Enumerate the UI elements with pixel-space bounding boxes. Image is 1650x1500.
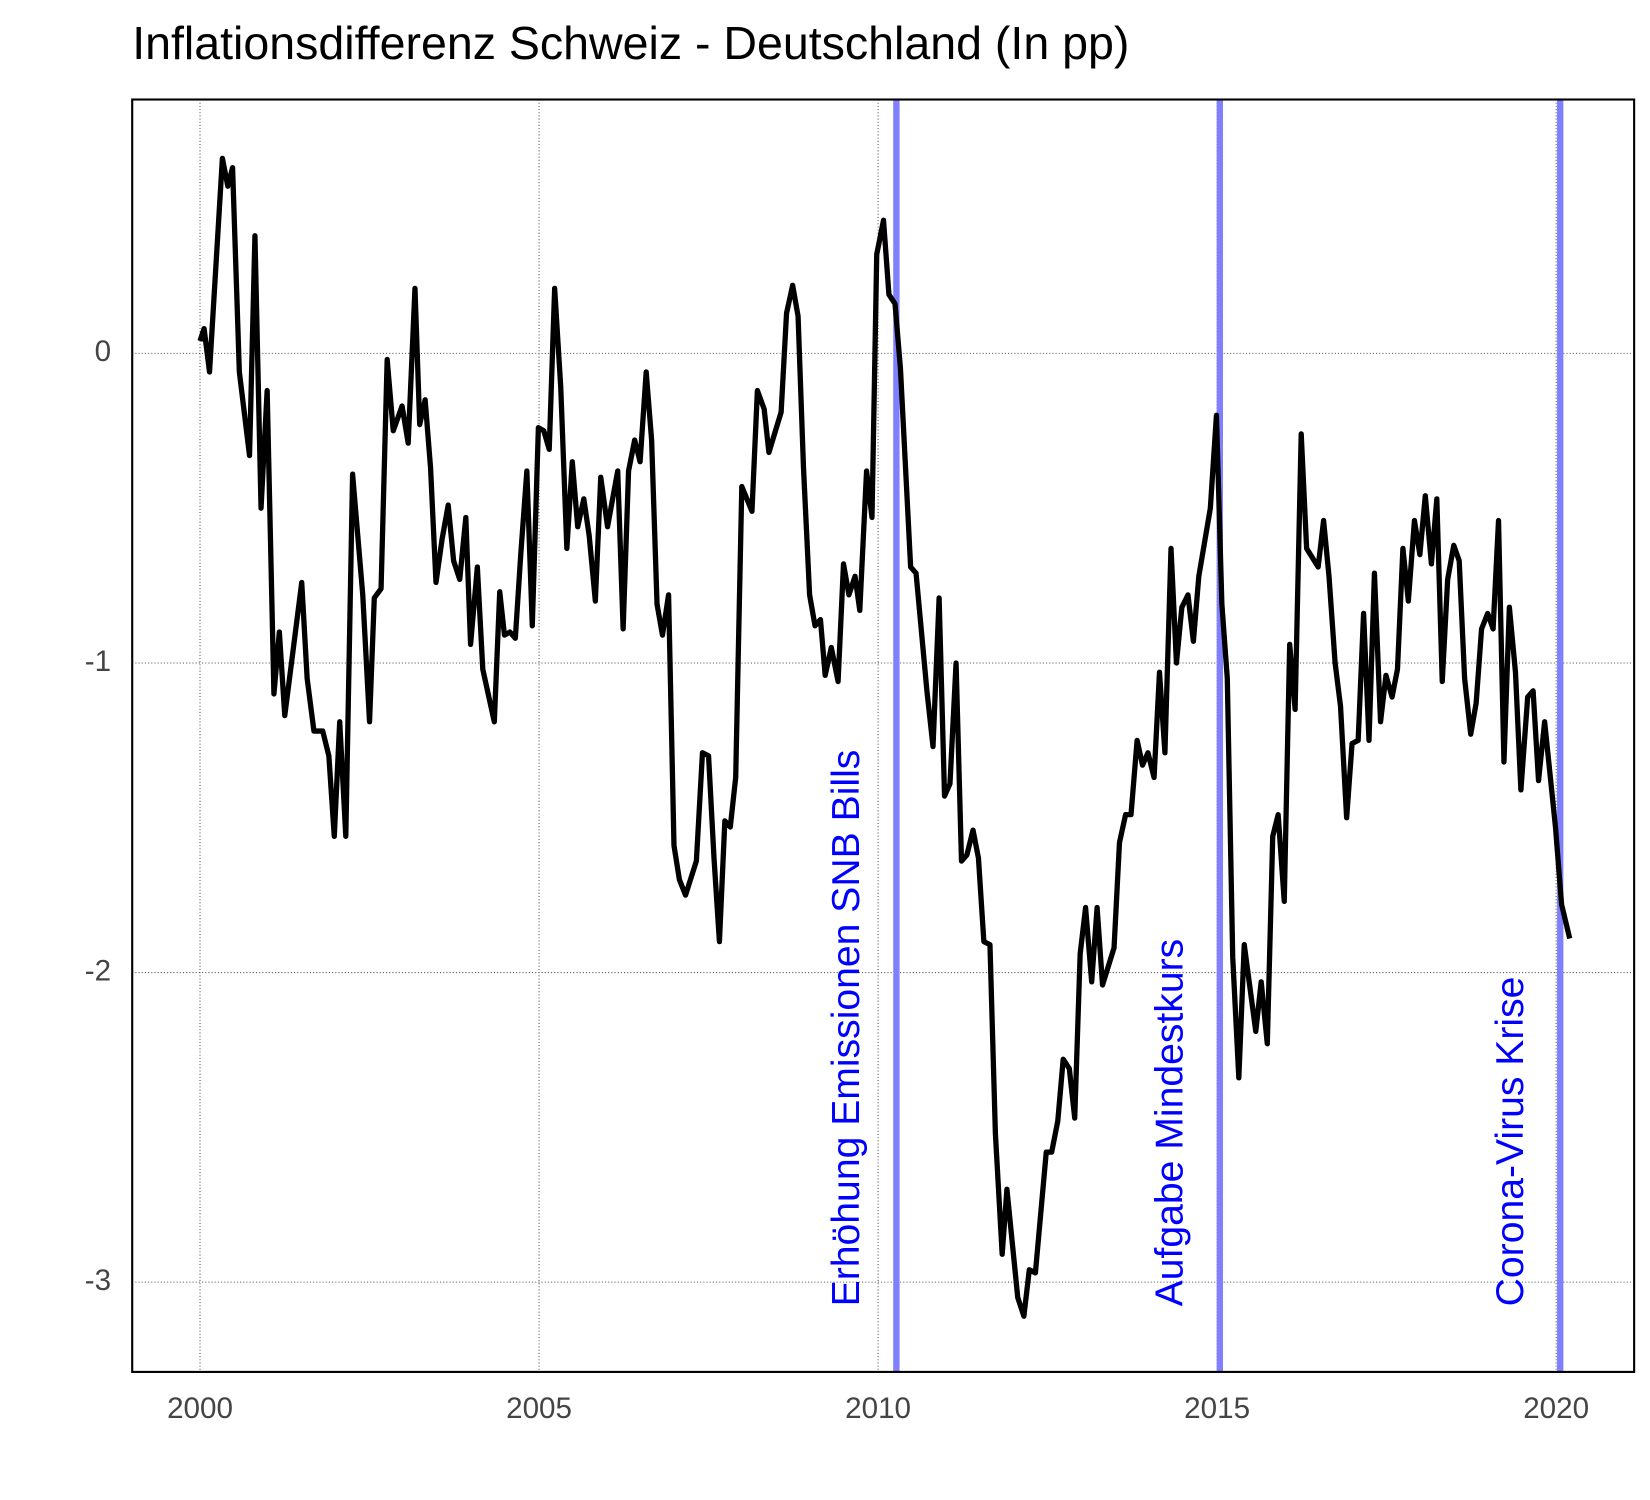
plot-frame xyxy=(131,98,1636,1373)
y-tick-label: -1 xyxy=(85,645,111,678)
y-tick-label: -3 xyxy=(85,1264,111,1297)
y-tick-label: -2 xyxy=(85,954,111,987)
x-tick-label: 2020 xyxy=(1523,1392,1589,1425)
y-tick-label: 0 xyxy=(95,335,111,368)
data-line xyxy=(197,155,1573,1319)
annotation-label: Aufgabe Mindestkurs xyxy=(1149,939,1192,1307)
chart-title: Inflationsdifferenz Schweiz - Deutschlan… xyxy=(132,17,1129,69)
annotation-label: Corona-Virus Krise xyxy=(1489,977,1532,1307)
x-tick-label: 2005 xyxy=(506,1392,572,1425)
x-tick-label: 2000 xyxy=(167,1392,233,1425)
x-tick-label: 2015 xyxy=(1184,1392,1250,1425)
x-tick-label: 2010 xyxy=(845,1392,911,1425)
annotation-label: Erhöhung Emissionen SNB Bills xyxy=(825,750,868,1307)
